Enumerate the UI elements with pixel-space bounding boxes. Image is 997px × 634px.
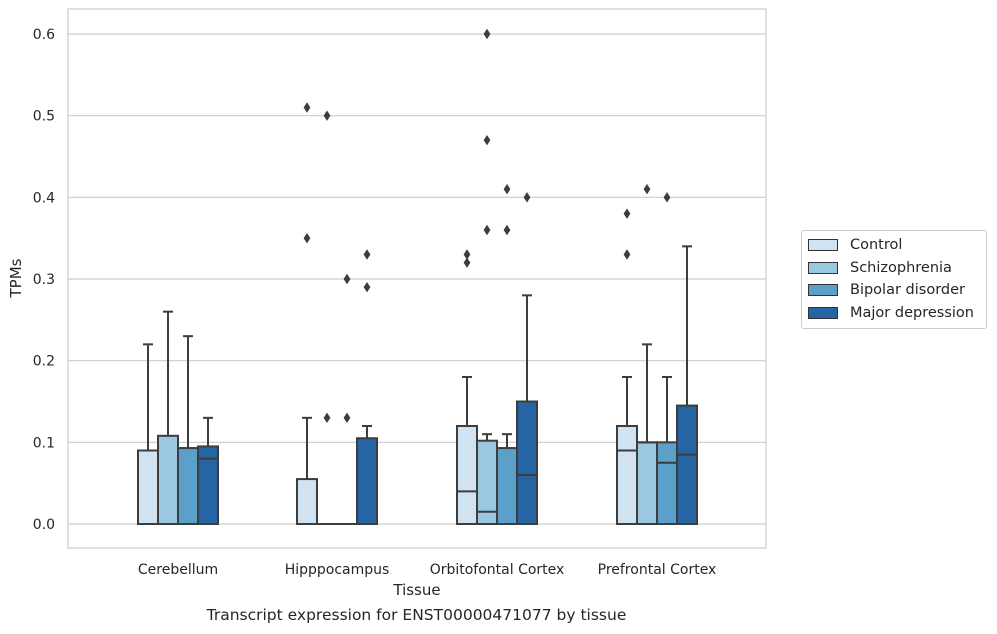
y-tick-label: 0.1 bbox=[33, 435, 55, 451]
box-rect bbox=[356, 437, 378, 525]
box-rect bbox=[616, 425, 638, 525]
outlier-point bbox=[343, 412, 351, 424]
x-tick-label: Prefrontal Cortex bbox=[598, 562, 717, 578]
box-rect bbox=[656, 441, 678, 526]
outlier-point bbox=[503, 183, 511, 195]
outlier-point bbox=[343, 273, 351, 285]
legend-label: Control bbox=[850, 237, 903, 254]
chart-caption: Transcript expression for ENST0000047107… bbox=[206, 606, 627, 624]
outlier-point bbox=[523, 192, 531, 203]
outlier-point bbox=[463, 257, 471, 268]
x-axis-ticks: Cerebellum Hipppocampus Orbitofontal Corte… bbox=[138, 562, 716, 578]
outlier-point bbox=[623, 208, 631, 219]
box-rect bbox=[456, 425, 478, 525]
box-rect bbox=[157, 434, 179, 525]
outlier-point bbox=[363, 281, 371, 293]
y-tick-label: 0.5 bbox=[33, 109, 55, 125]
outlier-point bbox=[623, 249, 631, 260]
y-tick-label: 0.0 bbox=[33, 517, 55, 533]
y-tick-label: 0.6 bbox=[33, 27, 55, 43]
legend-label: Bipolar disorder bbox=[850, 282, 965, 299]
y-tick-label: 0.3 bbox=[33, 272, 55, 288]
box-rect bbox=[137, 449, 159, 525]
legend-label: Schizophrenia bbox=[850, 259, 952, 276]
outlier-point bbox=[483, 28, 491, 40]
box-group bbox=[496, 183, 518, 525]
legend-swatch bbox=[808, 239, 838, 252]
box-group bbox=[177, 335, 199, 525]
outlier-point bbox=[303, 232, 311, 244]
y-axis-ticks: 0.0 0.1 0.2 0.3 0.4 0.5 0.6 bbox=[33, 27, 55, 533]
outlier-point bbox=[483, 224, 491, 236]
legend-swatch bbox=[808, 261, 838, 274]
outlier-point bbox=[663, 192, 671, 203]
legend-item: Schizophrenia bbox=[802, 257, 986, 280]
legend: Control Schizophrenia Bipolar disorder Majo… bbox=[801, 230, 987, 329]
box-rect bbox=[676, 404, 698, 526]
legend-swatch bbox=[808, 306, 838, 319]
box-rect bbox=[636, 441, 658, 526]
outlier-point bbox=[483, 134, 491, 146]
x-axis-label: Tissue bbox=[392, 581, 440, 599]
outlier-point bbox=[363, 249, 371, 260]
box-rect bbox=[496, 447, 518, 525]
box-group bbox=[296, 102, 318, 526]
outlier-point bbox=[323, 412, 331, 424]
box-group bbox=[356, 249, 378, 525]
box-group bbox=[197, 416, 219, 525]
x-tick-label: Cerebellum bbox=[138, 562, 218, 578]
x-tick-label: Orbitofontal Cortex bbox=[430, 562, 565, 578]
box-rect bbox=[177, 447, 199, 525]
outlier-point bbox=[643, 183, 651, 195]
box-group bbox=[456, 249, 478, 525]
outlier-point bbox=[323, 110, 331, 121]
legend-item: Bipolar disorder bbox=[802, 279, 986, 302]
box-group bbox=[516, 192, 538, 525]
outlier-point bbox=[303, 102, 311, 113]
outlier-point bbox=[463, 249, 471, 260]
y-axis-label: TPMs bbox=[7, 258, 25, 298]
outlier-point bbox=[503, 224, 511, 236]
plot-frame bbox=[67, 8, 767, 549]
box-rect bbox=[296, 478, 318, 526]
legend-swatch bbox=[808, 284, 838, 297]
y-tick-label: 0.4 bbox=[33, 190, 55, 206]
box-rect bbox=[516, 400, 538, 525]
x-tick-label: Hipppocampus bbox=[285, 562, 390, 578]
box-series bbox=[137, 28, 698, 526]
box-group bbox=[137, 343, 159, 525]
legend-item: Major depression bbox=[802, 302, 986, 325]
box-group bbox=[337, 273, 357, 525]
box-rect bbox=[197, 445, 219, 525]
y-tick-label: 0.2 bbox=[33, 354, 55, 370]
box-group bbox=[317, 110, 337, 525]
box-group bbox=[676, 245, 698, 526]
legend-label: Major depression bbox=[850, 304, 974, 321]
legend-item: Control bbox=[802, 234, 986, 257]
